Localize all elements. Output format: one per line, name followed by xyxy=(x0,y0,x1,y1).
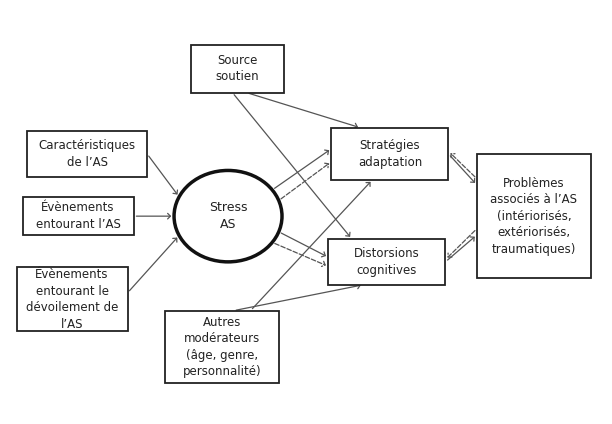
FancyBboxPatch shape xyxy=(27,131,147,177)
Text: Évènements
entourant l’AS: Évènements entourant l’AS xyxy=(35,201,121,231)
FancyBboxPatch shape xyxy=(477,154,591,279)
Text: Caractéristiques
de l’AS: Caractéristiques de l’AS xyxy=(39,139,136,169)
Ellipse shape xyxy=(174,170,282,262)
Text: Distorsions
cognitives: Distorsions cognitives xyxy=(354,247,420,276)
FancyBboxPatch shape xyxy=(329,239,446,285)
FancyBboxPatch shape xyxy=(165,311,279,383)
Text: Problèmes
associés à l’AS
(intériorisés,
extériorisés,
traumatiques): Problèmes associés à l’AS (intériorisés,… xyxy=(490,177,577,256)
FancyBboxPatch shape xyxy=(17,267,127,332)
FancyBboxPatch shape xyxy=(332,128,449,180)
Text: Autres
modérateurs
(âge, genre,
personnalité): Autres modérateurs (âge, genre, personna… xyxy=(183,316,261,378)
FancyBboxPatch shape xyxy=(190,45,283,92)
Text: Stratégies
adaptation: Stratégies adaptation xyxy=(358,139,422,169)
Text: Source
soutien: Source soutien xyxy=(215,54,259,84)
FancyBboxPatch shape xyxy=(23,198,133,235)
Text: Stress
AS: Stress AS xyxy=(209,201,247,231)
Text: Évènements
entourant le
dévoilement de
l’AS: Évènements entourant le dévoilement de l… xyxy=(26,268,118,331)
